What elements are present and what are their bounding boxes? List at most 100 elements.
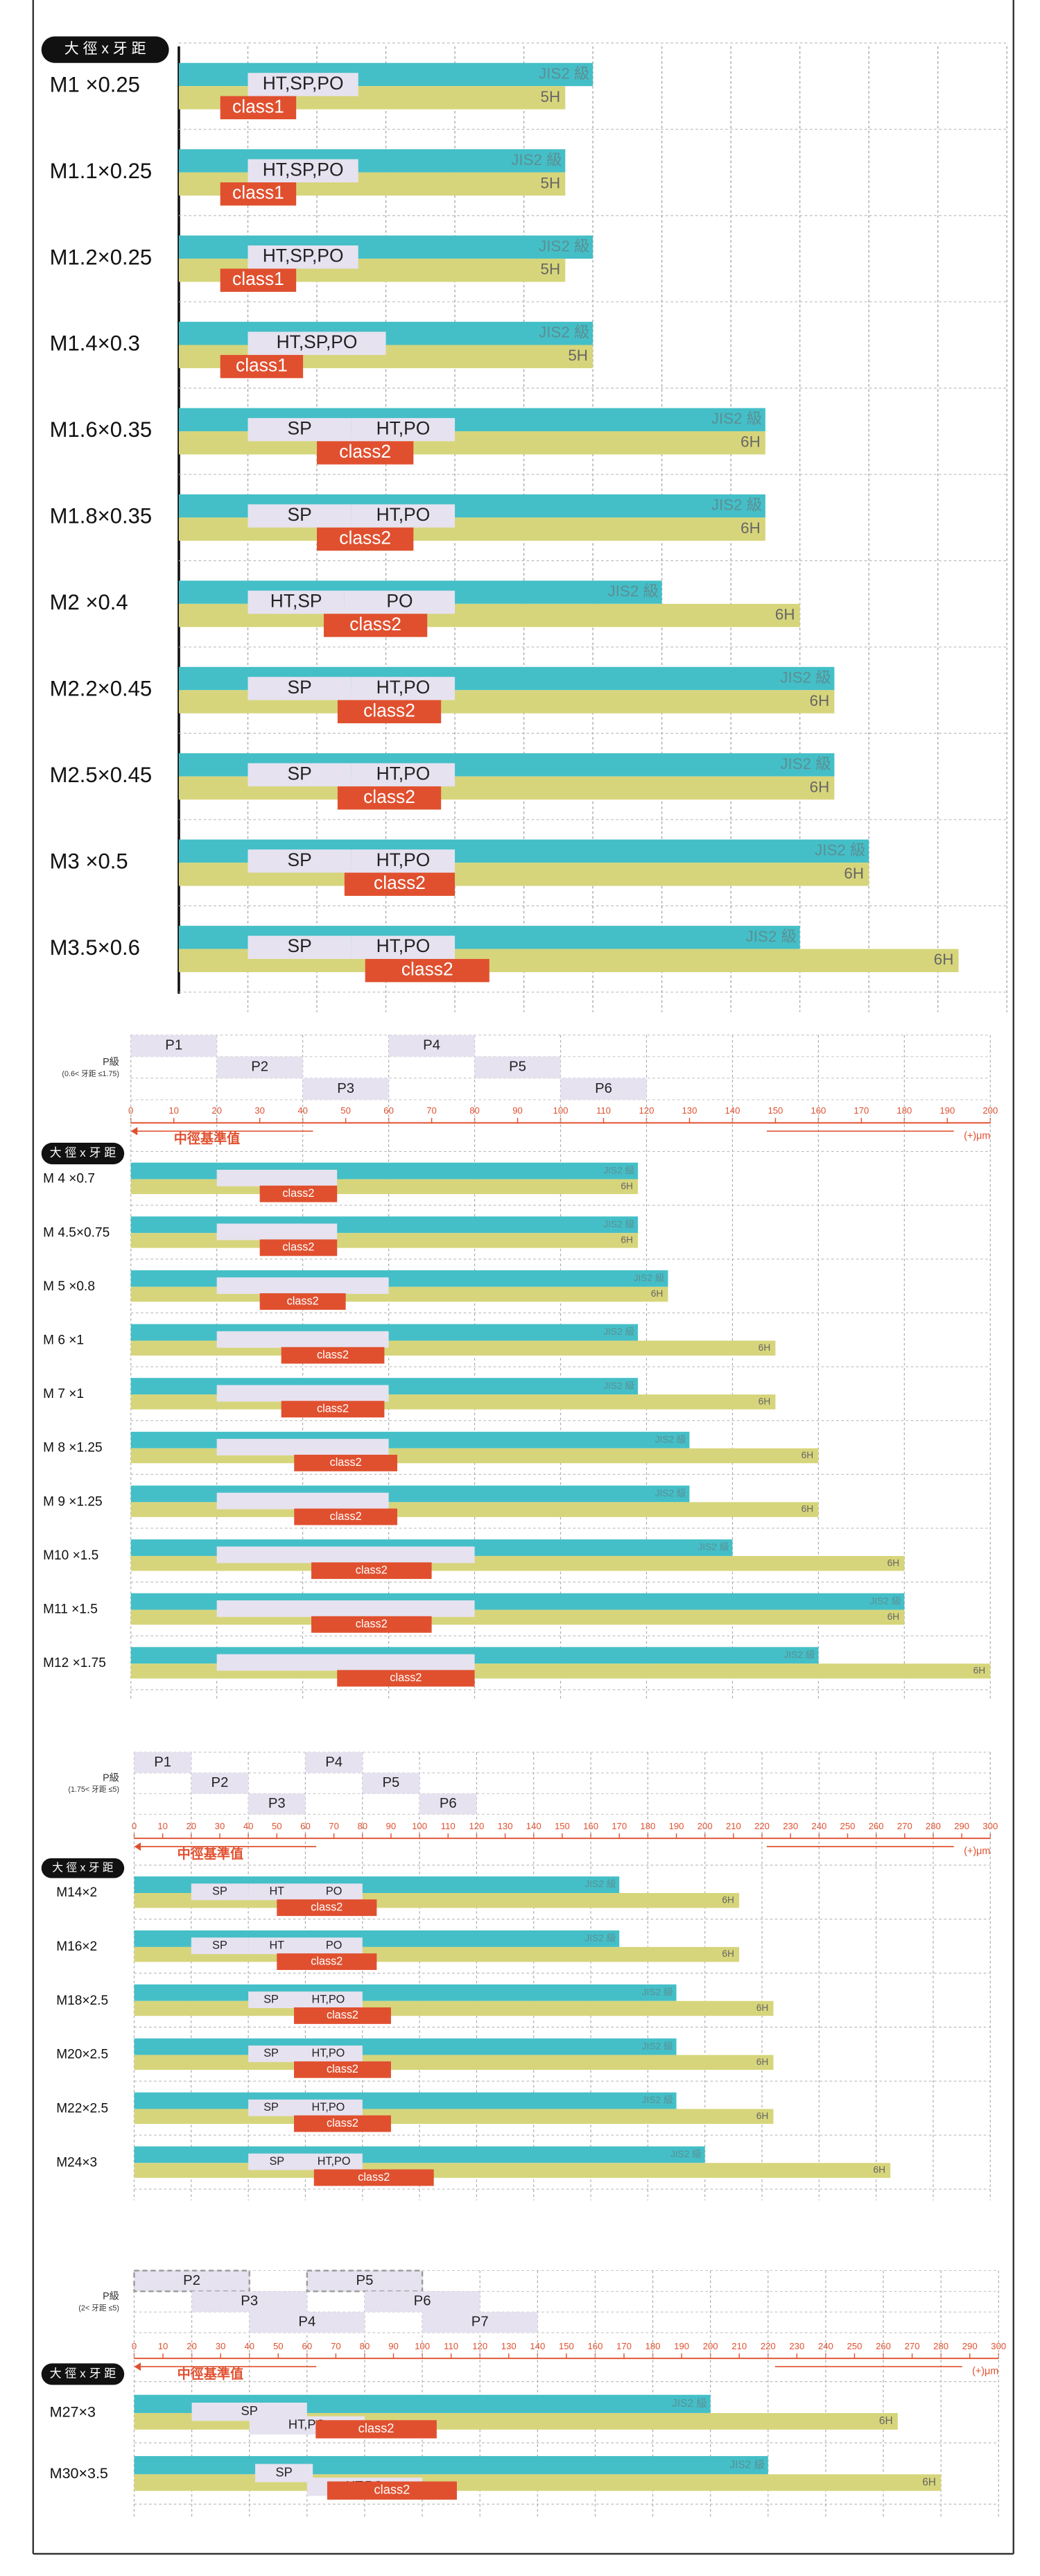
range-box — [248, 159, 358, 183]
x-tick-label: 240 — [811, 1821, 826, 1831]
p-note: (2< 牙距 ≤5) — [78, 2304, 119, 2313]
grade-label: 6H — [801, 1450, 814, 1460]
x-tick-label: 150 — [555, 1821, 570, 1831]
jis-bar — [130, 1216, 639, 1234]
class-label: class2 — [311, 1955, 343, 1967]
range-box — [216, 1277, 389, 1295]
range-box — [248, 849, 352, 873]
x-tick-label: 140 — [526, 1821, 541, 1831]
x-tick-label: 160 — [583, 1821, 598, 1831]
class-box — [277, 1953, 377, 1970]
p-grade-label: P3 — [268, 1796, 286, 1811]
x-tick-label: 20 — [187, 1821, 197, 1831]
jis-label: JIS2 級 — [815, 841, 865, 858]
axis-label: 中徑基準值 — [177, 1846, 243, 1862]
x-tick-label: 70 — [329, 1821, 339, 1831]
grade-label: 6H — [922, 2476, 936, 2488]
range-box — [293, 2099, 363, 2116]
x-tick-label: 50 — [273, 2341, 284, 2351]
class-box — [365, 958, 489, 983]
row-name: M30×3.5 — [50, 2465, 108, 2482]
range-label: SP — [288, 763, 312, 784]
x-tick-label: 290 — [962, 2341, 978, 2351]
class-label: class2 — [317, 1349, 349, 1361]
row-name: M1.6×0.35 — [50, 417, 153, 442]
row-name: M3 ×0.5 — [50, 849, 128, 873]
x-tick-label: 10 — [158, 2341, 168, 2351]
jis-bar — [130, 1431, 690, 1449]
row-name: M18×2.5 — [56, 1994, 108, 2008]
jis-bar — [134, 2456, 768, 2475]
jis-label: JIS2 級 — [642, 2041, 673, 2051]
x-tick-label: 60 — [300, 1821, 311, 1831]
class-label: class2 — [356, 1618, 388, 1630]
range-box — [191, 1883, 249, 1901]
class-box — [259, 1239, 338, 1256]
grade-label: 6H — [844, 865, 864, 882]
class-label: class2 — [401, 959, 453, 980]
p-grade-label: P7 — [471, 2315, 489, 2330]
range-box — [351, 935, 456, 959]
x-tick-label: 170 — [853, 1105, 869, 1116]
range-label: SP — [263, 1993, 279, 2005]
row-name: M16×2 — [56, 1939, 97, 1954]
range-label: SP — [263, 2101, 279, 2113]
p-grade-label: P3 — [241, 2294, 258, 2309]
grade-label: 5H — [568, 347, 588, 364]
jis-label: JIS2 級 — [711, 410, 762, 427]
jis-label: JIS2 級 — [584, 1933, 616, 1944]
range-label: SP — [212, 1939, 227, 1951]
class-box — [327, 2481, 457, 2500]
axis-label: 中徑基準值 — [174, 1130, 240, 1146]
grade-bar — [134, 2163, 891, 2178]
row-name: M20×2.5 — [56, 2048, 108, 2062]
range-label: HT — [269, 1885, 284, 1898]
range-box — [191, 1937, 249, 1955]
grade-label: 6H — [759, 1396, 771, 1406]
jis-label: JIS2 級 — [603, 1219, 634, 1229]
range-label: SP — [275, 2464, 292, 2479]
x-tick-label: 130 — [498, 1821, 513, 1831]
grade-label: 6H — [651, 1288, 664, 1299]
x-tick-label: 30 — [216, 2341, 226, 2351]
class-label: class2 — [356, 1564, 388, 1576]
header-pill — [41, 1143, 125, 1165]
range-box — [216, 1492, 389, 1510]
class-box — [315, 2420, 437, 2439]
range-box — [216, 1654, 475, 1671]
grade-label: 5H — [541, 88, 561, 105]
range-label: HT,PO — [376, 418, 431, 439]
range-box — [216, 1439, 389, 1455]
class-label: class2 — [327, 2117, 358, 2129]
header-label: 大 徑 x 牙 距 — [50, 1146, 116, 1159]
class-box — [337, 786, 442, 810]
range-label: HT,PO — [376, 849, 431, 870]
range-box — [248, 1937, 306, 1955]
x-tick-label: 220 — [754, 1821, 770, 1831]
p-grade-label: P2 — [211, 1775, 229, 1790]
grade-label: 6H — [722, 1894, 734, 1905]
p-grade — [560, 1078, 647, 1100]
class-box — [220, 354, 304, 379]
x-tick-label: 110 — [596, 1105, 611, 1116]
row-name: M 9 ×1.25 — [43, 1494, 102, 1509]
class-box — [259, 1185, 338, 1202]
range-label: SP — [288, 504, 312, 525]
jis-bar — [130, 1485, 690, 1503]
row-name: M12 ×1.75 — [43, 1656, 106, 1670]
p-grade — [305, 1752, 363, 1773]
range-label: HT,PO — [376, 504, 431, 525]
row-name: M27×3 — [50, 2404, 96, 2421]
range-box — [248, 417, 352, 442]
range-label: HT,SP,PO — [263, 245, 344, 266]
grade-label: 6H — [887, 1611, 900, 1622]
p-grade-label: P6 — [595, 1081, 612, 1096]
range-label: SP — [288, 935, 312, 956]
range-label: HT,SP — [270, 590, 322, 611]
jis-label: JIS2 級 — [511, 151, 562, 168]
arrow-head — [130, 1127, 138, 1136]
range-box — [293, 2045, 363, 2062]
jis-label: JIS2 級 — [539, 324, 589, 341]
p-grade-label: P1 — [154, 1754, 171, 1770]
